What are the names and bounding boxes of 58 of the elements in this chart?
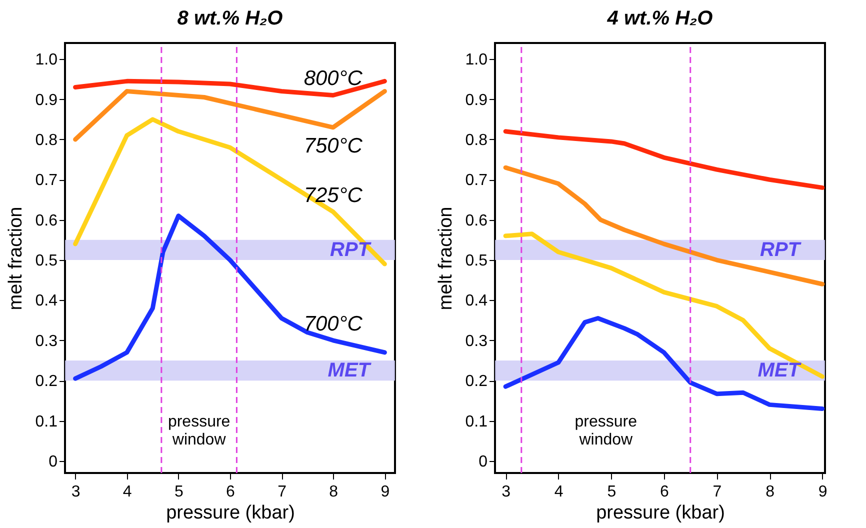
y-tick-label: 0.1: [35, 413, 58, 430]
y-tick-label: 0.2: [35, 373, 58, 390]
y-tick-label: 0.1: [465, 413, 488, 430]
line-series: [503, 129, 825, 190]
x-tick-label: 9: [818, 484, 828, 500]
x-tick-label: 7: [278, 484, 287, 500]
band-label: RPT: [760, 238, 802, 261]
y-tick-label: 0: [48, 453, 58, 470]
x-tick-label: 4: [554, 484, 564, 500]
y-tick-label: 0.7: [35, 172, 58, 190]
y-tick-label: 0.4: [35, 292, 58, 310]
y-tick-label: 0.8: [35, 132, 58, 149]
y-axis-title: melt fraction: [435, 206, 456, 310]
x-axis-title: pressure (kbar): [596, 502, 725, 524]
y-tick-label: 0.3: [35, 332, 58, 350]
x-tick-label: 8: [766, 484, 775, 500]
chart-title: 4 wt.% H₂O: [606, 7, 714, 30]
x-tick-label: 3: [502, 484, 511, 500]
line-series: [503, 316, 825, 411]
y-tick-label: 1.0: [465, 52, 488, 69]
y-tick-label: 0.9: [465, 92, 488, 109]
x-tick-label: 7: [712, 484, 722, 500]
line-series: [73, 117, 387, 266]
line-series: [503, 232, 825, 379]
y-tick-label: 0.9: [35, 92, 58, 109]
x-axis-title: pressure (kbar): [166, 502, 295, 524]
x-tick-label: 5: [607, 484, 616, 500]
y-tick-label: 0.2: [465, 373, 488, 390]
y-tick-label: 0.6: [465, 212, 488, 230]
band-label: MET: [328, 360, 372, 382]
line-series: [73, 214, 387, 381]
y-tick-label: 1.0: [35, 52, 58, 69]
y-tick-label: 0.7: [465, 172, 488, 190]
y-axis-title: melt fraction: [5, 206, 26, 310]
x-tick-label: 6: [660, 484, 670, 500]
line-series: [503, 165, 825, 286]
x-tick-label: 6: [226, 484, 236, 500]
y-tick-label: 0.6: [35, 212, 58, 230]
series-label: 800°C: [304, 67, 364, 90]
x-tick-label: 9: [380, 484, 390, 500]
x-tick-label: 4: [122, 484, 132, 500]
x-tick-label: 3: [71, 484, 80, 500]
annotation: pressure window: [574, 413, 638, 448]
annotation: pressure window: [168, 413, 230, 448]
series-label: 700°C: [304, 312, 364, 336]
band-label: MET: [758, 360, 802, 382]
series-label: 750°C: [304, 134, 364, 158]
y-tick-label: 0.3: [465, 332, 488, 350]
y-tick-label: 0.8: [465, 132, 488, 149]
x-tick-label: 5: [174, 484, 184, 500]
y-tick-label: 0: [478, 453, 488, 470]
band-label: RPT: [330, 238, 372, 261]
y-tick-label: 0.5: [465, 252, 488, 270]
y-tick-label: 0.5: [35, 252, 58, 270]
x-tick-label: 8: [329, 484, 338, 500]
chart-title: 8 wt.% H₂O: [177, 7, 284, 30]
y-tick-label: 0.4: [465, 292, 488, 310]
series-label: 725°C: [304, 184, 364, 207]
